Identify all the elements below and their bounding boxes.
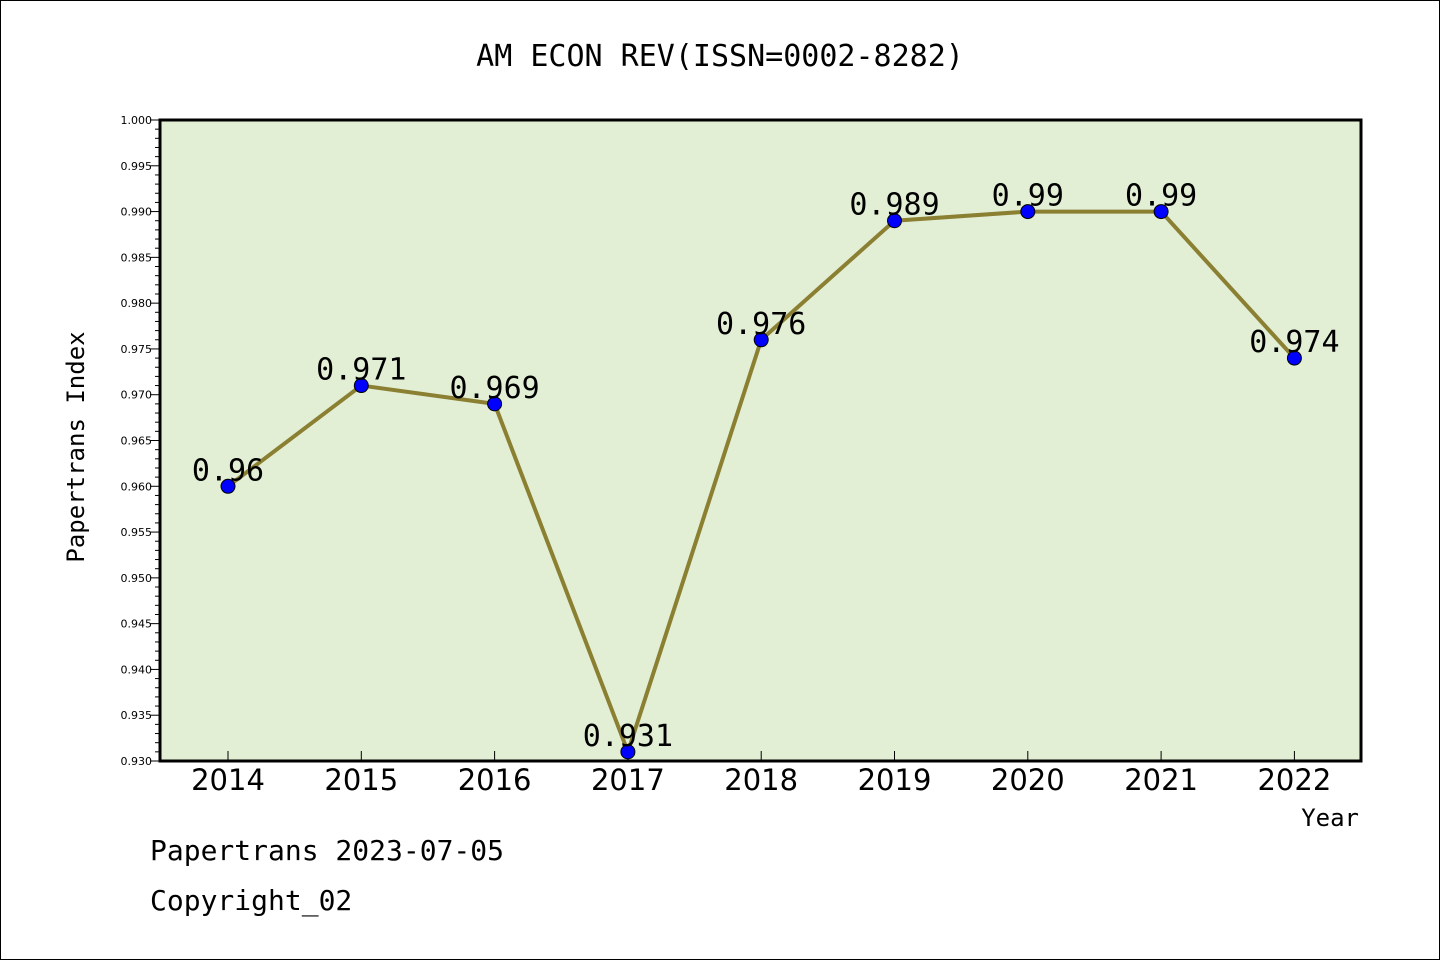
data-point (1153, 204, 1169, 220)
data-label: 0.989 (849, 188, 939, 223)
plot-border (158, 118, 1363, 763)
x-tick-label: 2016 (458, 763, 532, 797)
data-label: 0.976 (716, 307, 806, 342)
y-tick-label: 0.945 (121, 618, 153, 631)
data-label: 0.931 (583, 719, 673, 754)
data-point (487, 396, 503, 412)
data-label: 0.971 (316, 353, 406, 388)
y-tick-label: 0.955 (121, 526, 153, 539)
y-tick-label: 0.990 (121, 206, 153, 219)
x-tick-label: 2020 (991, 763, 1065, 797)
x-axis-title: Year (1301, 804, 1359, 832)
chart-title: AM ECON REV(ISSN=0002-8282) (476, 39, 964, 74)
data-point (1020, 204, 1036, 220)
y-tick-label: 0.995 (121, 160, 153, 173)
data-point (753, 332, 769, 348)
x-tick-label: 2017 (591, 763, 665, 797)
data-point (220, 478, 236, 494)
data-point (1286, 350, 1302, 366)
x-tick-label: 2018 (724, 763, 798, 797)
footer-date: Papertrans 2023-07-05 (150, 834, 505, 867)
data-point (620, 744, 636, 760)
y-axis: 0.930 0.935 0.940 0.945 0.950 0.955 0.960 0.965… (121, 114, 160, 768)
x-tick-label: 2021 (1124, 763, 1198, 797)
series-layer: 0.96 0.971 0.969 0.931 0.976 0.989 0.99 0.99 0.9… (192, 179, 1340, 760)
y-tick-label: 0.940 (121, 663, 153, 676)
x-tick-label: 2022 (1257, 763, 1331, 797)
y-tick-label: 0.960 (121, 480, 153, 493)
x-axis: 2014 2015 2016 2017 2018 2019 2020 2021 2022 (191, 751, 1331, 797)
data-label: 0.96 (192, 453, 264, 488)
y-tick-label: 0.935 (121, 709, 153, 722)
y-tick-label: 0.950 (121, 572, 153, 585)
y-tick-label: 1.000 (121, 114, 153, 127)
data-point (353, 378, 369, 394)
data-label: 0.99 (1125, 179, 1197, 214)
y-axis-title: Papertrans Index (62, 331, 90, 562)
y-tick-label: 0.980 (121, 297, 153, 310)
x-tick-label: 2014 (191, 763, 265, 797)
data-label: 0.969 (449, 371, 539, 406)
y-tick-label: 0.985 (121, 251, 153, 264)
plot-area (160, 120, 1361, 761)
x-tick-label: 2015 (324, 763, 398, 797)
data-point (887, 213, 902, 229)
x-tick-label: 2019 (858, 763, 932, 797)
footer-copyright: Copyright_02 (150, 884, 353, 917)
y-tick-label: 0.970 (121, 389, 153, 402)
y-tick-label: 0.930 (121, 755, 153, 768)
y-tick-label: 0.965 (121, 435, 153, 448)
data-label: 0.974 (1249, 325, 1339, 360)
data-label: 0.99 (992, 179, 1064, 214)
y-tick-label: 0.975 (121, 343, 153, 356)
